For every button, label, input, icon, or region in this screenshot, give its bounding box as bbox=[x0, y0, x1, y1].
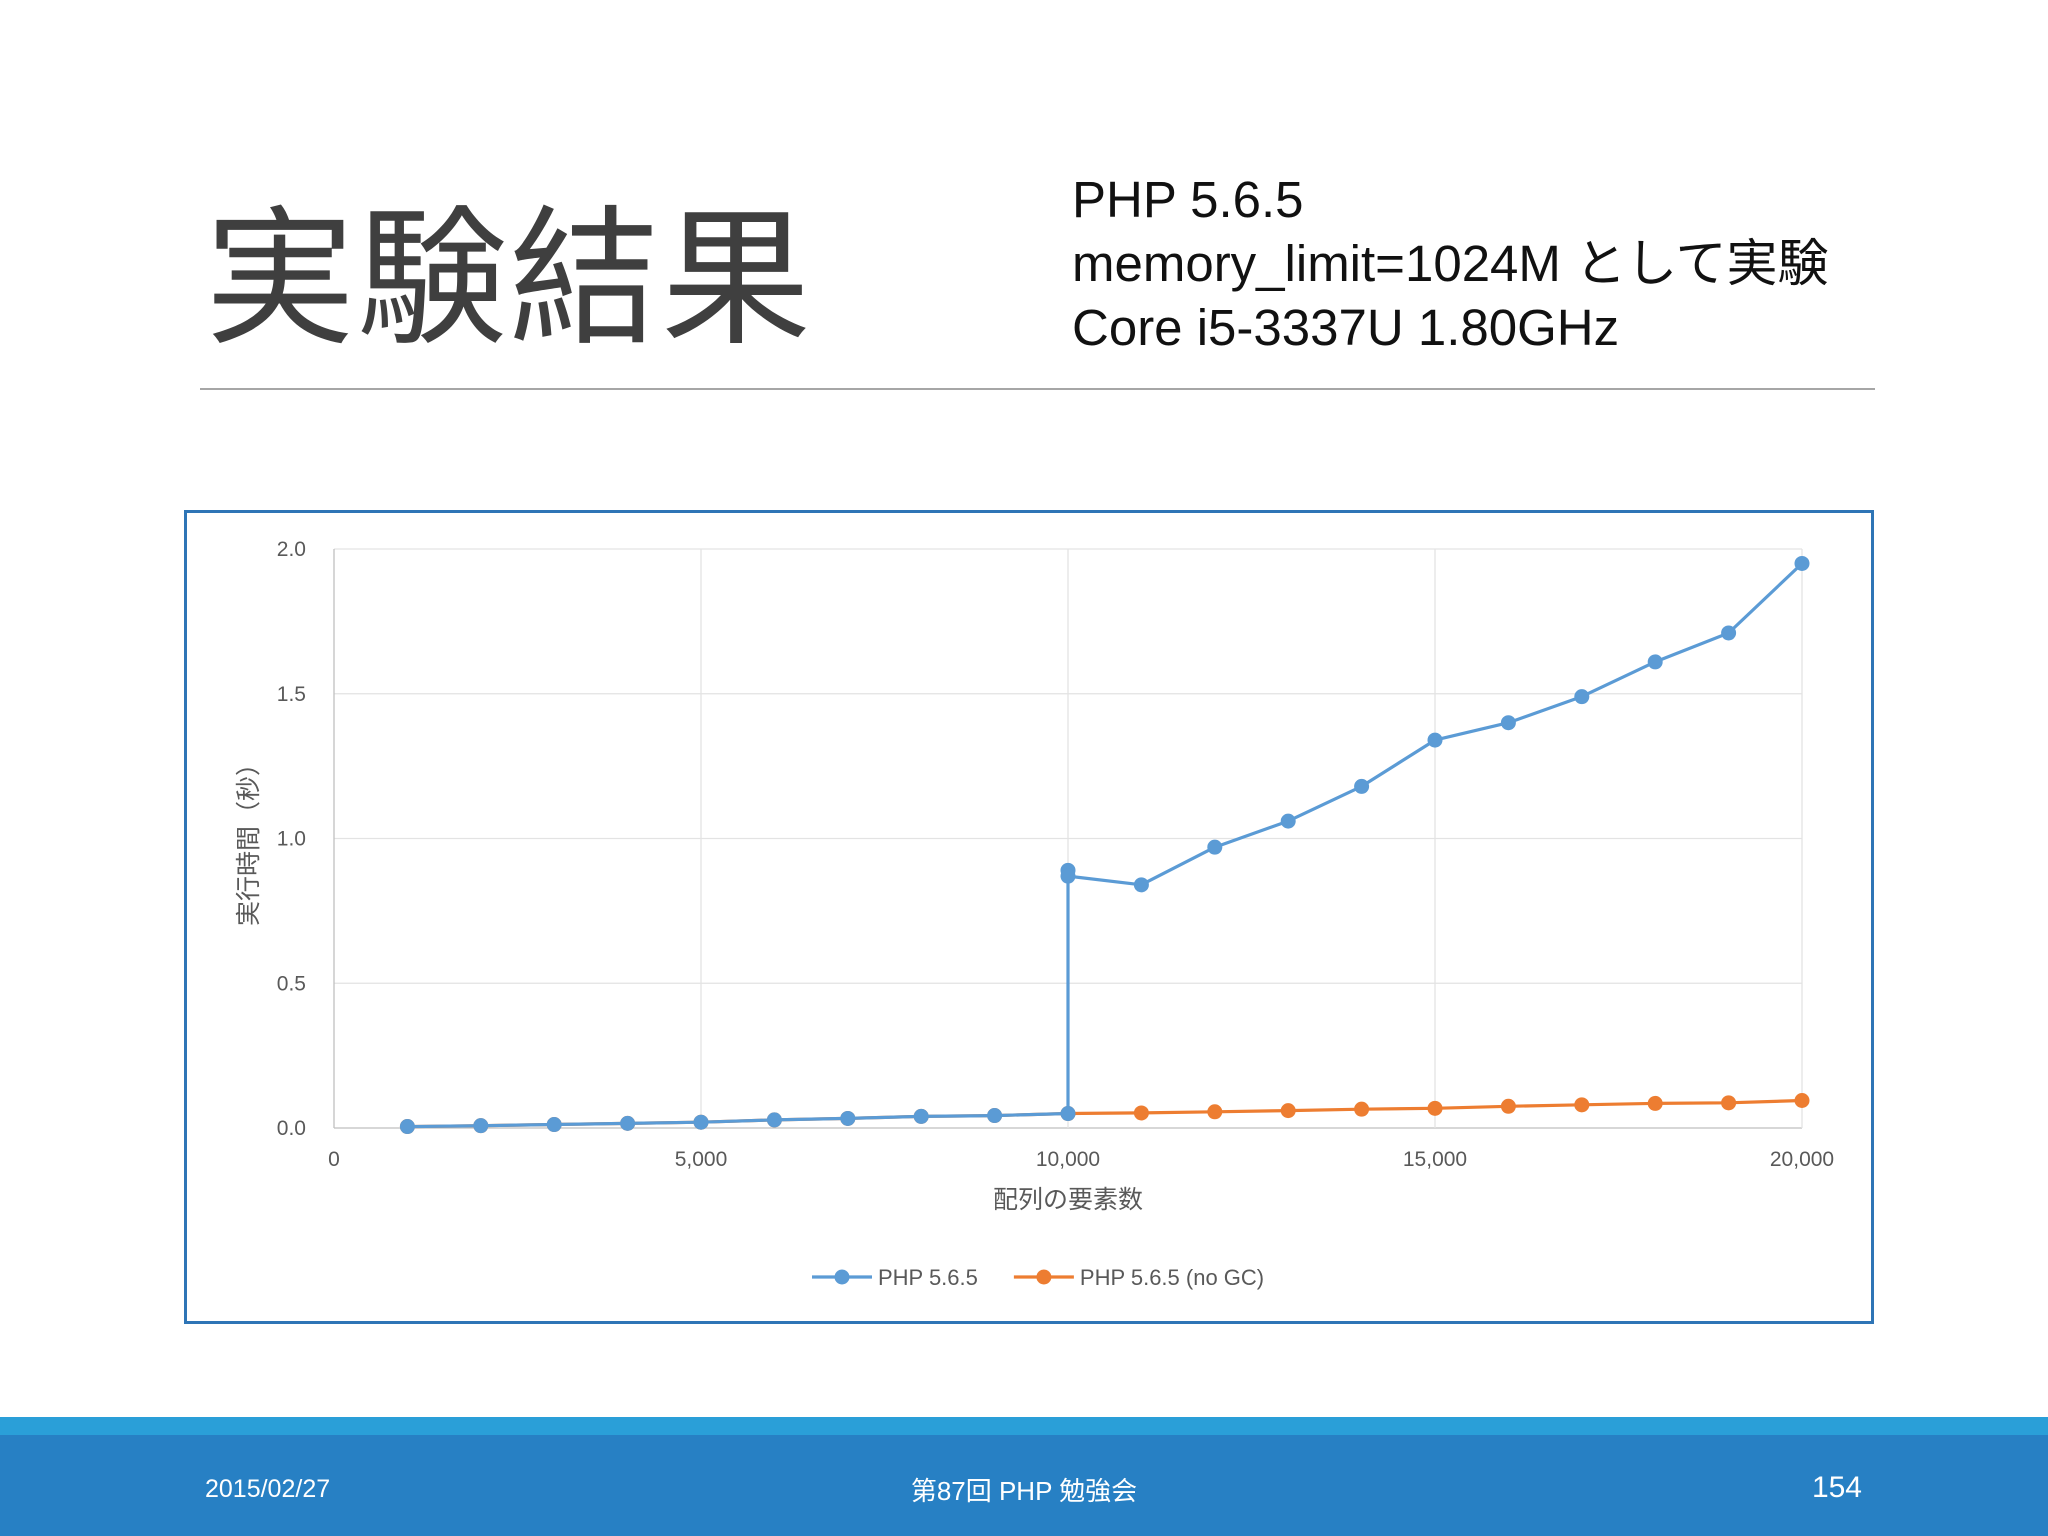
data-point bbox=[987, 1108, 1003, 1124]
line-chart: 0.00.51.01.52.00 5,000 10,000 15,000 20,000 … bbox=[234, 538, 1834, 1290]
footer-date: 2015/02/27 bbox=[205, 1475, 331, 1503]
y-tick-label: 2.0 bbox=[277, 538, 306, 561]
legend-item: PHP 5.6.5 (no GC) bbox=[1013, 1265, 1264, 1290]
data-point bbox=[1060, 1106, 1076, 1122]
data-point bbox=[620, 1115, 636, 1131]
y-tick-label: 1.5 bbox=[277, 683, 306, 706]
y-tick-label: 0.5 bbox=[277, 972, 306, 995]
chart-frame: 0.0 0.5 1.0 1.5 2.0 0 5,000 10,000 15,000 20,000 … bbox=[184, 510, 1874, 1324]
data-point bbox=[399, 1119, 415, 1135]
legend-swatch-marker bbox=[1036, 1269, 1052, 1285]
footer-bar: 2015/02/27 第87回 PHP 勉強会 154 bbox=[0, 1435, 2048, 1536]
data-point bbox=[1280, 813, 1296, 829]
x-tick-label: 15,000 bbox=[1403, 1148, 1467, 1171]
legend-label: PHP 5.6.5 (no GC) bbox=[1080, 1265, 1264, 1290]
data-point bbox=[1500, 1098, 1516, 1114]
x-tick-label: 5,000 bbox=[675, 1148, 728, 1171]
legend-label: PHP 5.6.5 bbox=[878, 1265, 978, 1290]
data-point bbox=[1207, 839, 1223, 855]
data-point bbox=[1500, 715, 1516, 731]
data-point bbox=[1721, 625, 1737, 641]
data-point bbox=[840, 1110, 856, 1126]
tick-label-layer: 0.0 0.5 1.0 1.5 2.0 0 5,000 10,000 15,000 20,000 bbox=[277, 538, 1834, 1171]
x-tick-label: 0 bbox=[328, 1148, 340, 1171]
data-point bbox=[1794, 1092, 1810, 1108]
x-axis-title: 配列の要素数 bbox=[993, 1185, 1143, 1214]
data-point bbox=[1427, 1100, 1443, 1116]
data-point bbox=[1133, 877, 1149, 893]
data-point bbox=[1354, 778, 1370, 794]
data-point bbox=[1574, 1097, 1590, 1113]
x-tick-label: 20,000 bbox=[1770, 1148, 1834, 1171]
data-point bbox=[1354, 1101, 1370, 1117]
data-point bbox=[1794, 555, 1810, 571]
title-divider bbox=[200, 388, 1875, 390]
legend-item: PHP 5.6.5 bbox=[812, 1265, 978, 1290]
data-point bbox=[1280, 1103, 1296, 1119]
spec-line-memory-limit: memory_limit=1024M として実験 bbox=[1072, 235, 1829, 292]
x-tick-label: 10,000 bbox=[1036, 1148, 1100, 1171]
data-point bbox=[1133, 1105, 1149, 1121]
data-point bbox=[693, 1114, 709, 1130]
series-layer bbox=[399, 555, 1810, 1135]
footer-stripe bbox=[0, 1417, 2048, 1435]
data-point bbox=[1574, 689, 1590, 705]
spec-line-php-version: PHP 5.6.5 bbox=[1072, 171, 1304, 228]
slide-title: 実験結果 bbox=[205, 193, 814, 367]
data-point bbox=[1721, 1095, 1737, 1111]
series-php-5-6-5 bbox=[399, 555, 1810, 1135]
data-point bbox=[913, 1108, 929, 1124]
y-tick-label: 1.0 bbox=[277, 828, 306, 851]
data-point bbox=[1207, 1104, 1223, 1120]
footer-event-name: 第87回 PHP 勉強会 bbox=[910, 1476, 1138, 1506]
data-point bbox=[1647, 1095, 1663, 1111]
series-line bbox=[407, 562, 1804, 1129]
data-point bbox=[766, 1112, 782, 1128]
spec-block: PHP 5.6.5 memory_limit=1024M として実験 Core … bbox=[1072, 168, 1829, 360]
data-point bbox=[1060, 868, 1076, 884]
y-tick-label: 0.0 bbox=[277, 1117, 306, 1140]
data-point bbox=[1647, 654, 1663, 670]
data-point bbox=[1427, 732, 1443, 748]
footer-page-number: 154 bbox=[1811, 1471, 1862, 1504]
data-point bbox=[473, 1118, 489, 1134]
legend-swatch-marker bbox=[834, 1269, 850, 1285]
spec-line-cpu: Core i5-3337U 1.80GHz bbox=[1072, 299, 1620, 356]
data-point bbox=[546, 1117, 562, 1133]
legend: PHP 5.6.5 PHP 5.6.5 (no GC) bbox=[812, 1265, 1264, 1290]
y-axis-title: 実行時間（秒） bbox=[234, 751, 263, 926]
grid-layer bbox=[333, 548, 1803, 1129]
